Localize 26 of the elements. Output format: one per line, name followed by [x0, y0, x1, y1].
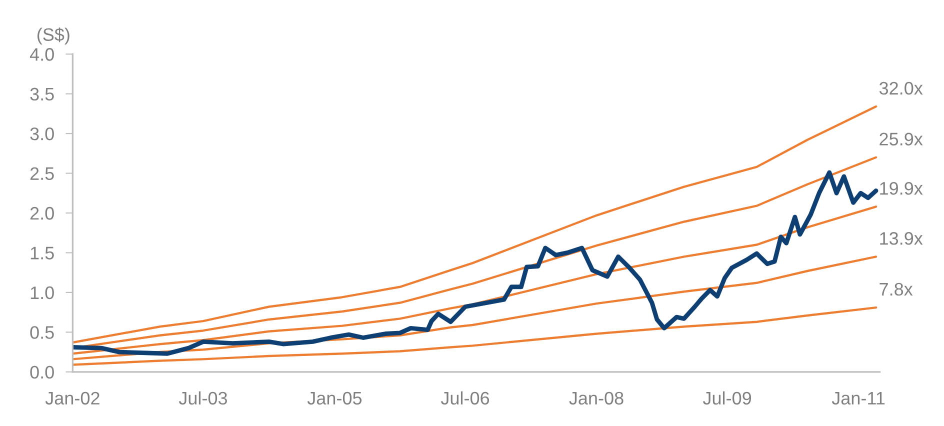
- series-label: 19.9x: [880, 182, 923, 195]
- y-tick-label: 3.0: [30, 127, 54, 140]
- line-series: [72, 306, 878, 366]
- series-label: 7.8x: [880, 282, 913, 296]
- x-tick-label: Jul-06: [440, 391, 490, 405]
- y-tick-label: 4.0: [30, 48, 54, 61]
- x-tick-label: Jan-11: [832, 392, 885, 405]
- x-tick-label: Jan-02: [45, 392, 100, 405]
- x-tick-label: Jul-09: [702, 391, 752, 405]
- y-tick-label: 2.0: [30, 206, 54, 220]
- y-tick-label: 1.5: [30, 246, 54, 260]
- line-series: [72, 256, 878, 360]
- x-tick-label: Jan-05: [307, 392, 362, 405]
- series-label: 25.9x: [880, 132, 923, 146]
- y-tick-label: 1.0: [30, 286, 54, 300]
- y-tick-label: 0.5: [30, 326, 54, 339]
- y-axis-title: (S$): [37, 27, 70, 45]
- y-tick-label: 0.0: [30, 366, 54, 379]
- series-label: 32.0x: [879, 82, 923, 95]
- x-tick-label: Jul-03: [178, 391, 228, 405]
- x-tick-label: Jan-08: [569, 392, 624, 405]
- y-tick-label: 2.5: [30, 167, 54, 180]
- series-label: 13.9x: [880, 232, 923, 245]
- line-series: [72, 105, 878, 344]
- y-tick-label: 3.5: [30, 88, 54, 101]
- line-series: [72, 206, 878, 355]
